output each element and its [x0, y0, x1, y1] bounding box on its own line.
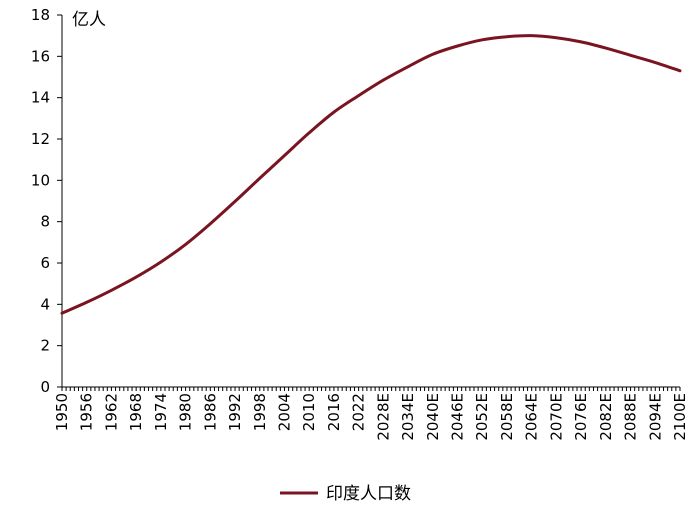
x-tick-label: 1974: [152, 393, 170, 431]
y-tick-label: 2: [40, 337, 50, 355]
x-tick-label: 2088E: [622, 393, 640, 441]
x-tick-label: 2058E: [498, 393, 516, 441]
y-tick-label: 6: [40, 254, 50, 272]
y-tick-label: 16: [31, 47, 50, 65]
x-tick-label: 2046E: [449, 393, 467, 441]
x-tick-label: 1992: [226, 393, 244, 431]
axes: [61, 15, 680, 388]
x-tick-label: 1962: [102, 393, 120, 431]
y-tick-label: 12: [31, 130, 50, 148]
y-axis-unit-label: 亿人: [72, 10, 106, 30]
legend: 印度人口数: [280, 484, 411, 504]
series-line-india-population: [60, 34, 682, 315]
x-tick-label: 1980: [177, 393, 195, 431]
x-tick-label: 1968: [127, 393, 145, 431]
x-tick-label: 2004: [275, 393, 293, 431]
x-tick-label: 1986: [201, 393, 219, 431]
x-tick-label: 1950: [53, 393, 71, 431]
y-tick-label: 18: [31, 6, 50, 24]
x-tick-label: 2052E: [473, 393, 491, 441]
y-tick-label: 8: [40, 213, 50, 231]
y-tick-label: 14: [31, 89, 50, 107]
series-group: [60, 34, 682, 315]
y-tick-label: 0: [40, 378, 50, 396]
x-tick-label: 2040E: [424, 393, 442, 441]
x-tick-label: 2064E: [523, 393, 541, 441]
x-tick-label: 1956: [78, 393, 96, 431]
x-tick-label: 2010: [300, 393, 318, 431]
y-tick-label: 4: [40, 295, 50, 313]
y-axis-ticks: 0 2 4 6 8 10 12 14 16 18: [31, 6, 62, 396]
x-tick-label: 1998: [251, 393, 269, 431]
x-tick-label: 2076E: [572, 393, 590, 441]
x-tick-label: 2022: [350, 393, 368, 431]
x-axis-ticks: 1950 1956 1962 1968 1974 1980 1986 1992 1998 2004…: [53, 387, 689, 441]
x-tick-label: 2028E: [374, 393, 392, 441]
y-tick-label: 10: [31, 171, 50, 189]
x-tick-label: 2016: [325, 393, 343, 431]
legend-label: 印度人口数: [326, 484, 411, 504]
x-tick-label: 2094E: [646, 393, 664, 441]
x-tick-label: 2070E: [547, 393, 565, 441]
x-tick-label: 2082E: [597, 393, 615, 441]
x-tick-label: 2034E: [399, 393, 417, 441]
x-tick-label: 2100E: [671, 393, 689, 441]
